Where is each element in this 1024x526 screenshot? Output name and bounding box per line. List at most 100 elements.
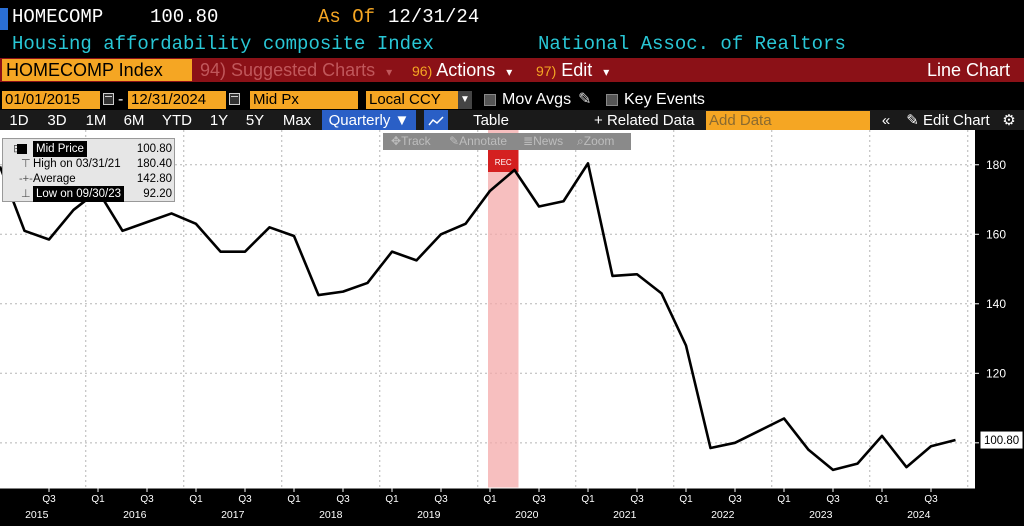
security-description: Housing affordability composite Index: [12, 33, 434, 55]
pencil-icon[interactable]: ✎: [578, 91, 592, 108]
edit-number: 97): [536, 63, 557, 79]
function-toolbar: HOMECOMP Index 94) Suggested Charts ▾ 96…: [0, 58, 1024, 82]
x-year-label: 2017: [221, 509, 245, 521]
x-quarter-label: Q1: [875, 494, 889, 505]
period-5y[interactable]: 5Y: [245, 112, 265, 129]
gear-icon[interactable]: ⚙: [1002, 112, 1016, 129]
suggested-charts-menu[interactable]: 94) Suggested Charts ▾: [200, 58, 392, 82]
security-field[interactable]: HOMECOMP Index: [2, 59, 192, 81]
x-axis-panel: [0, 488, 1024, 526]
chevron-down-icon[interactable]: ▼: [458, 91, 472, 109]
low-marker-icon: ⊥: [21, 188, 31, 200]
x-quarter-label: Q1: [287, 494, 301, 505]
price-line: [0, 162, 956, 472]
period-1y[interactable]: 1Y: [209, 112, 229, 129]
zoom-tool[interactable]: ⌕ Zoom: [577, 134, 615, 148]
start-date-field[interactable]: 01/01/2015: [2, 91, 100, 109]
table-button[interactable]: Table: [473, 112, 509, 129]
period-max[interactable]: Max: [282, 112, 312, 129]
related-data-button[interactable]: + Related Data: [594, 110, 704, 131]
collapse-icon[interactable]: «: [881, 112, 891, 129]
add-data-input[interactable]: Add Data: [706, 111, 870, 130]
key-events-label: Key Events: [624, 91, 705, 108]
edit-menu[interactable]: 97) Edit ▾: [536, 58, 609, 82]
x-quarter-label: Q1: [91, 494, 105, 505]
y-axis: 100120140160180100.80: [975, 130, 1024, 488]
x-quarter-label: Q3: [336, 494, 350, 505]
chart-tools-strip: ✥ Track ✎ Annotate ≣ News ⌕ Zoom: [383, 133, 631, 150]
last-price: 100.80: [150, 6, 219, 28]
x-quarter-label: Q3: [826, 494, 840, 505]
currency-select[interactable]: Local CCY: [366, 91, 458, 109]
recession-tag: [488, 150, 519, 172]
x-year-label: 2016: [123, 509, 147, 521]
legend-mid-price[interactable]: ⊟ Mid Price 100.80: [3, 141, 176, 157]
news-tool[interactable]: ≣ News: [523, 134, 564, 148]
edit-chart-button[interactable]: ✎ Edit Chart: [900, 110, 996, 131]
period-bar: 1D 3D 1M 6M YTD 1Y 5Y Max Quarterly ▼ Ta…: [0, 110, 1024, 131]
line-chart-icon[interactable]: [424, 110, 448, 131]
suggested-charts-number: 94): [200, 60, 227, 80]
period-3d[interactable]: 3D: [47, 112, 67, 129]
x-axis: Q3 Q1 Q3 Q1 Q3 Q1 Q3 Q1 Q3 Q1 Q3 Q1 Q3 Q1 Q3 Q1 Q3 Q1 Q3 20…: [0, 487, 1024, 526]
calendar-icon[interactable]: [229, 93, 240, 105]
high-marker-icon: ⊤: [21, 158, 31, 170]
mov-avgs-checkbox[interactable]: [484, 94, 496, 106]
actions-label: Actions: [436, 60, 496, 80]
data-source: National Assoc. of Realtors: [538, 33, 846, 55]
field-select[interactable]: Mid Px: [250, 91, 358, 109]
x-year-label: 2023: [809, 509, 833, 521]
options-bar: 01/01/2015 - 12/31/2024 Mid Px Local CCY…: [0, 90, 1024, 110]
x-quarter-label: Q3: [532, 494, 546, 505]
x-year-label: 2020: [515, 509, 539, 521]
suggested-charts-label: Suggested Charts: [231, 60, 376, 80]
period-6m[interactable]: 6M: [123, 112, 145, 129]
x-quarter-label: Q1: [581, 494, 595, 505]
mov-avgs-label: Mov Avgs: [502, 91, 572, 108]
y-axis-panel: [975, 130, 1024, 488]
plus-icon: +: [594, 112, 607, 129]
actions-menu[interactable]: 96) Actions ▾: [412, 58, 512, 82]
x-quarter-label: Q3: [924, 494, 938, 505]
chart-type-label[interactable]: Line Chart: [926, 60, 1010, 80]
legend-high: ⊤ High on 03/31/21 180.40: [21, 158, 172, 170]
x-year-label: 2022: [711, 509, 735, 521]
frequency-label: Quarterly: [328, 112, 391, 129]
x-year-label: 2021: [613, 509, 637, 521]
chart-legend[interactable]: ⊟ Mid Price 100.80 ⊤ High on 03/31/21 18…: [2, 138, 175, 202]
period-ytd[interactable]: YTD: [162, 112, 192, 129]
x-quarter-label: Q3: [630, 494, 644, 505]
y-tick-label: 140: [986, 297, 1006, 311]
annotate-tool[interactable]: ✎ Annotate: [449, 134, 508, 148]
chevron-down-icon: ▾: [506, 65, 513, 79]
key-events-checkbox[interactable]: [606, 94, 618, 106]
period-1m[interactable]: 1M: [85, 112, 107, 129]
date-separator: -: [118, 91, 124, 108]
x-quarter-label: Q1: [189, 494, 203, 505]
recession-shade: [488, 130, 519, 488]
as-of-date: 12/31/24: [388, 6, 480, 28]
line-chart[interactable]: REC 100120140160180100.80 Q3Q1Q3Q1Q3Q1Q3…: [0, 130, 1024, 526]
edit-label: Edit: [561, 60, 593, 80]
recession-band: REC: [488, 130, 519, 488]
frequency-select[interactable]: Quarterly ▼: [322, 110, 416, 131]
x-year-label: 2018: [319, 509, 343, 521]
chevron-down-icon: ▼: [394, 112, 410, 129]
legend-average: -+- Average 142.80: [19, 173, 172, 185]
end-date-field[interactable]: 12/31/2024: [128, 91, 226, 109]
related-data-label: Related Data: [606, 112, 695, 129]
x-quarter-label: Q3: [238, 494, 252, 505]
x-quarter-label: Q1: [679, 494, 693, 505]
description-bar: Housing affordability composite Index Na…: [0, 33, 1024, 55]
x-quarter-label: Q1: [483, 494, 497, 505]
ticker-marker: [0, 8, 8, 30]
x-quarter-label: Q1: [385, 494, 399, 505]
actions-number: 96): [412, 63, 433, 79]
last-value-box: [979, 430, 1024, 450]
as-of-label: As Of: [318, 6, 376, 28]
calendar-icon[interactable]: [103, 93, 114, 105]
edit-chart-label: Edit Chart: [923, 112, 990, 129]
track-tool[interactable]: ✥ Track: [391, 134, 431, 148]
y-tick-label: 120: [986, 366, 1006, 380]
period-1d[interactable]: 1D: [9, 112, 29, 129]
